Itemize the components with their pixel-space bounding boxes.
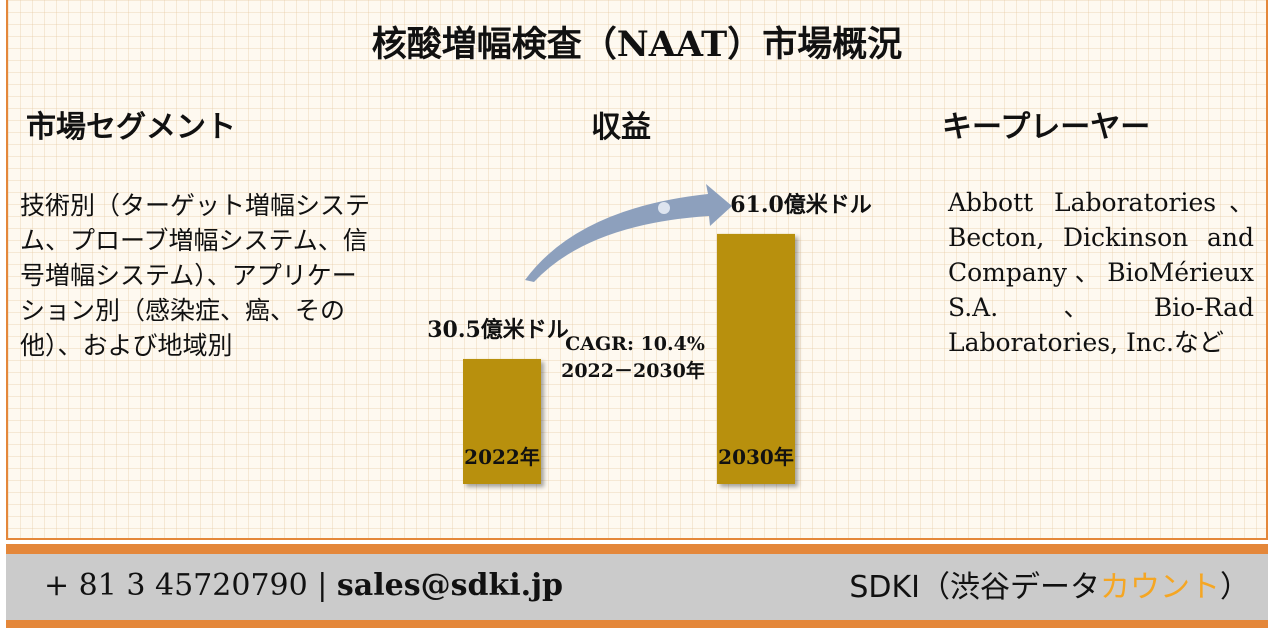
segments-text: 技術別（ターゲット増幅システム、プローブ増幅システム、信号増幅システム）、アプリ… [20, 191, 371, 360]
footer-bar: + 81 3 45720790 | sales@sdki.jp SDKI（渋谷デ… [6, 554, 1268, 620]
growth-arrow-icon [525, 184, 732, 282]
brand-accent: カウント [1100, 570, 1220, 605]
revenue-chart: 2022年 2030年 30.5億米ドル 61.0億米ドル CAGR: 10.4… [427, 184, 872, 484]
cagr-label: CAGR: 10.4% [565, 333, 705, 355]
brand-suffix: ） [1220, 570, 1250, 605]
page-title: 核酸増幅検査（NAAT）市場概況 [371, 24, 903, 65]
cagr-period-label: 2022－2030年 [561, 359, 705, 382]
infographic-panel: 核酸増幅検査（NAAT）市場概況 市場セグメント 収益 キープレーヤー 技術別（… [6, 0, 1268, 540]
email-address: sales@sdki.jp [336, 568, 563, 603]
bar-category-label-2030: 2030年 [718, 445, 794, 469]
contact-separator: | [317, 568, 328, 603]
arrow-highlight-icon [658, 202, 670, 214]
footer-bottom-stripe [6, 620, 1268, 628]
key-players-heading: キープレーヤー [942, 110, 1151, 145]
value-label-2022: 30.5億米ドル [427, 317, 569, 343]
background-grid [8, 0, 1266, 538]
footer-top-stripe [6, 544, 1268, 554]
key-players-text: Abbott Laboratories、Becton, Dickinson an… [948, 188, 1254, 357]
brand-name: SDKI（渋谷データカウント） [849, 562, 1250, 606]
bar-2022 [463, 358, 541, 484]
phone-number: + 81 3 45720790 [44, 568, 308, 603]
contact-info: + 81 3 45720790 | sales@sdki.jp [44, 568, 563, 603]
bar-2030 [717, 233, 795, 484]
segments-heading: 市場セグメント [26, 110, 236, 145]
revenue-heading: 収益 [591, 110, 651, 145]
bar-category-label-2022: 2022年 [464, 445, 540, 469]
brand-prefix: SDKI（渋谷データ [849, 570, 1100, 605]
value-label-2030: 61.0億米ドル [730, 192, 872, 218]
